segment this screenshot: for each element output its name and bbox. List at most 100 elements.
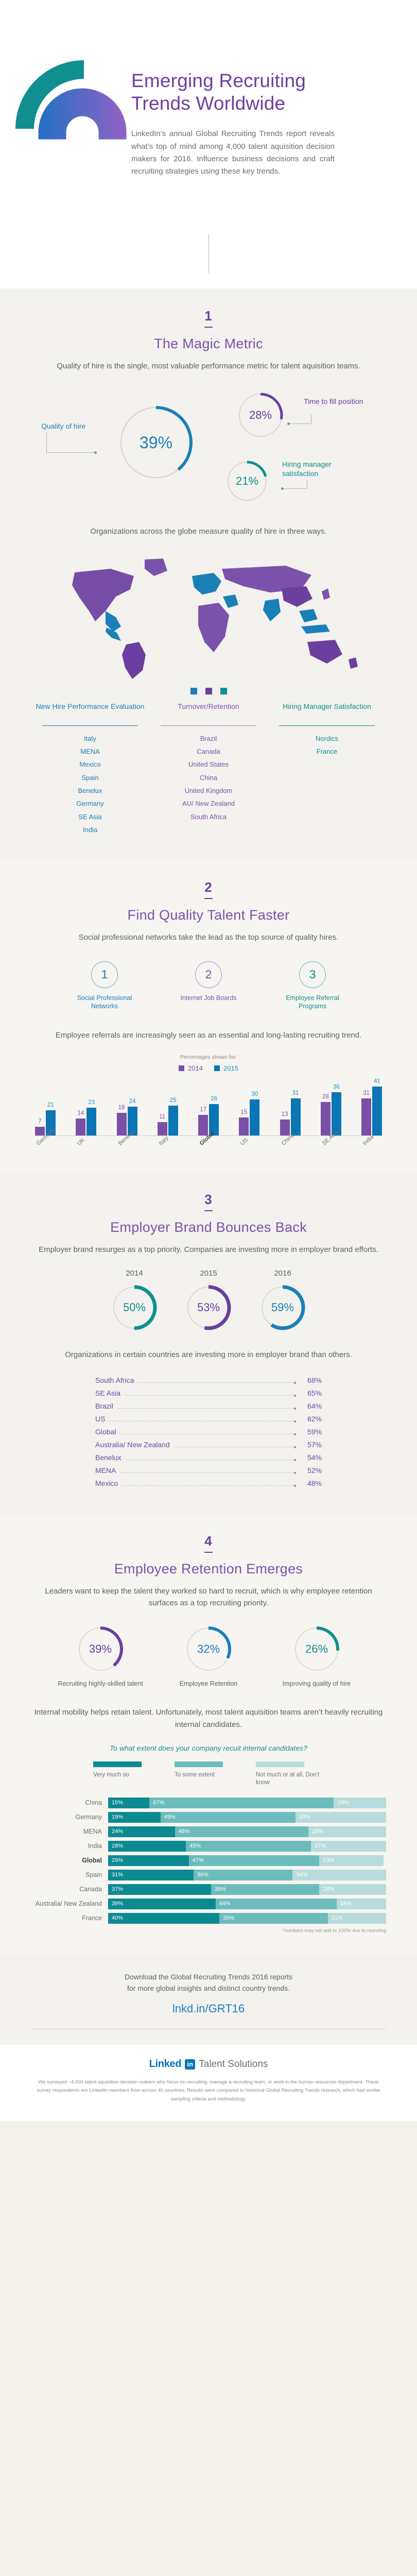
stacked-bar-country: China — [85, 1799, 102, 1807]
brand-rank-country: Mexico — [95, 1479, 118, 1487]
section-employee-retention: 4 Employee Retention Emerges Leaders wan… — [0, 1514, 417, 1954]
stacked-bar-country: Australia/ New Zealand — [35, 1900, 102, 1908]
stacked-bar-track: 39% 44% 18% — [108, 1898, 386, 1909]
list-item: AU/ New Zealand — [182, 800, 235, 808]
legend-swatch-very-much — [93, 1761, 142, 1767]
logo-arcs-icon — [15, 23, 134, 142]
bar-value-label: 13 — [281, 1111, 288, 1118]
column-2-rule — [161, 725, 256, 726]
legend-very-much-so: Very much so — [93, 1761, 161, 1787]
stacked-bar-row: India 28% 45% 27% — [31, 1840, 386, 1852]
bar-value-label: 7 — [38, 1118, 42, 1125]
column-2-list: Brazil Canada United States China United… — [149, 732, 268, 823]
brand-rank-country: SE Asia — [95, 1389, 121, 1397]
legend-2015: 2015 — [214, 1064, 238, 1072]
stacked-bar-track: 29% 47% 23% — [108, 1855, 386, 1866]
stacked-bar-row: Germany 19% 49% 33% — [31, 1811, 386, 1823]
brand-rank-connector — [120, 1471, 296, 1474]
stacked-bar-row: China 15% 67% 19% — [31, 1797, 386, 1808]
stacked-bar-row: Canada 37% 39% 24% — [31, 1884, 386, 1895]
priority-1-value: 39% — [89, 1642, 112, 1655]
year-legend: 2014 2015 — [31, 1064, 386, 1072]
brand-rank-row: South Africa 68% — [95, 1374, 322, 1387]
bar-group: 28 36 — [320, 1084, 341, 1136]
rank-3-circle: 3 — [299, 961, 326, 988]
cta-line-2: for more global insights and distinct co… — [127, 1984, 290, 1992]
brand-value-2014: 50% — [123, 1300, 146, 1314]
stacked-bar-track: 28% 45% 27% — [108, 1840, 386, 1852]
column-3-heading: Hiring Manager Satisfaction — [283, 702, 371, 710]
survey-question: To what extent does your company recuit … — [110, 1743, 307, 1752]
section-2-subtitle: Social professional networks take the le… — [78, 933, 339, 942]
map-country-columns: New Hire Performance Evaluation Italy ME… — [31, 702, 386, 860]
brand-rank-percent: 62% — [307, 1415, 322, 1423]
hero-header: Emerging Recruiting Trends Worldwide Lin… — [0, 0, 417, 289]
column-hiring-manager-satisfaction: Hiring Manager Satisfaction Nordics Fran… — [268, 702, 386, 837]
rank-1-circle: 1 — [91, 961, 118, 988]
list-item: Brazil — [200, 734, 217, 742]
brand-rank-row: Benelux 54% — [95, 1451, 322, 1464]
list-item: France — [316, 747, 338, 755]
brand-rank-row: MENA 52% — [95, 1464, 322, 1477]
brand-year-2014: 2014 — [126, 1268, 143, 1278]
bar-value-label: 23 — [88, 1099, 95, 1106]
brand-rank-connector — [138, 1381, 296, 1384]
brand-donut-2014: 2014 50% — [111, 1269, 158, 1331]
stacked-bar-segment: 34% — [292, 1869, 386, 1880]
legend-swatch-some-extent — [175, 1761, 223, 1767]
rank-3-label: Employee Referral Programs — [286, 994, 339, 1010]
column-3-list: Nordics France — [268, 732, 386, 758]
brand-rank-percent: 65% — [307, 1389, 322, 1397]
report-link[interactable]: lnkd.in/GRT16 — [172, 2002, 245, 2015]
priority-1-label: Recruiting highly-skilled talent — [58, 1680, 143, 1687]
brand-rank-country: MENA — [95, 1466, 116, 1475]
bar-value-label: 30 — [251, 1091, 258, 1098]
donut-time-to-fill: 28% — [237, 392, 284, 439]
bar-2015: 24 — [127, 1098, 137, 1136]
bar-value-label: 14 — [77, 1110, 84, 1117]
stacked-bar-track: 37% 39% 24% — [108, 1884, 386, 1895]
internal-recruiting-stacked-chart: China 15% 67% 19% Germany 19% 49% 33% MENA 24% 48%… — [31, 1797, 386, 1954]
map-legend-swatches — [31, 687, 386, 694]
bar-2014: 28 — [320, 1094, 331, 1136]
employer-brand-country-list: South Africa 68% SE Asia 65% Brazil 64% US 62% G… — [95, 1374, 322, 1514]
bar-2015: 31 — [290, 1090, 301, 1136]
brand-rank-connector — [122, 1484, 296, 1487]
legend-not-much: Not much or at all, Don’t know — [256, 1761, 324, 1787]
page-title: Emerging Recruiting Trends Worldwide — [131, 70, 348, 114]
brand-rank-percent: 59% — [307, 1428, 322, 1436]
page-title-line1: Emerging Recruiting — [131, 70, 306, 91]
quality-metric-donuts: 39% Quality of hire 28% Time to fill pos… — [31, 387, 386, 516]
stacked-bar-segment: 28% — [108, 1840, 186, 1852]
stacked-bar-segment: 36% — [193, 1869, 293, 1880]
brand-rank-row: US 62% — [95, 1413, 322, 1426]
bar-value-label: 31 — [292, 1090, 299, 1096]
top-sources-ranking: 1 Social Professional Networks 2 Interne… — [31, 961, 386, 1011]
stacked-bar-country: MENA — [83, 1828, 102, 1836]
source-rank-2: 2 Internet Job Boards — [172, 961, 245, 1011]
brand-rank-percent: 52% — [307, 1466, 322, 1475]
connector-line — [208, 234, 209, 273]
bar-value-label: 21 — [47, 1101, 54, 1108]
legend-swatch-blue — [190, 687, 197, 694]
stacked-bar-country: Spain — [85, 1871, 102, 1879]
legend-swatch-not-much — [256, 1761, 304, 1767]
column-1-list: Italy MENA Mexico Spain Benelux Germany … — [31, 732, 149, 837]
bar-2014: 11 — [157, 1114, 167, 1136]
bar-group: 11 25 — [157, 1097, 178, 1136]
column-turnover-retention: Turnover/Retention Brazil Canada United … — [149, 702, 268, 837]
list-item: Benelux — [78, 786, 102, 794]
legend-some-extent: To some extent — [175, 1761, 242, 1787]
legend-not-much-label: Not much or at all, Don’t know — [256, 1771, 320, 1786]
brand-rank-country: Global — [95, 1428, 116, 1436]
stacked-bar-country: France — [82, 1914, 102, 1922]
legend-very-much-label: Very much so — [93, 1771, 129, 1778]
stacked-bar-row: Australia/ New Zealand 39% 44% 18% — [31, 1898, 386, 1909]
bar-value-label: 24 — [129, 1098, 136, 1105]
bar-group: 15 30 — [239, 1091, 260, 1136]
bar-value-label: 31 — [363, 1090, 370, 1096]
stacked-bar-segment: 19% — [334, 1797, 386, 1808]
rank-2-label: Internet Job Boards — [180, 994, 237, 1002]
section-2-title: Find Quality Talent Faster — [127, 907, 290, 923]
page-footer: Linked in Talent Solutions We surveyed ~… — [0, 2045, 417, 2121]
